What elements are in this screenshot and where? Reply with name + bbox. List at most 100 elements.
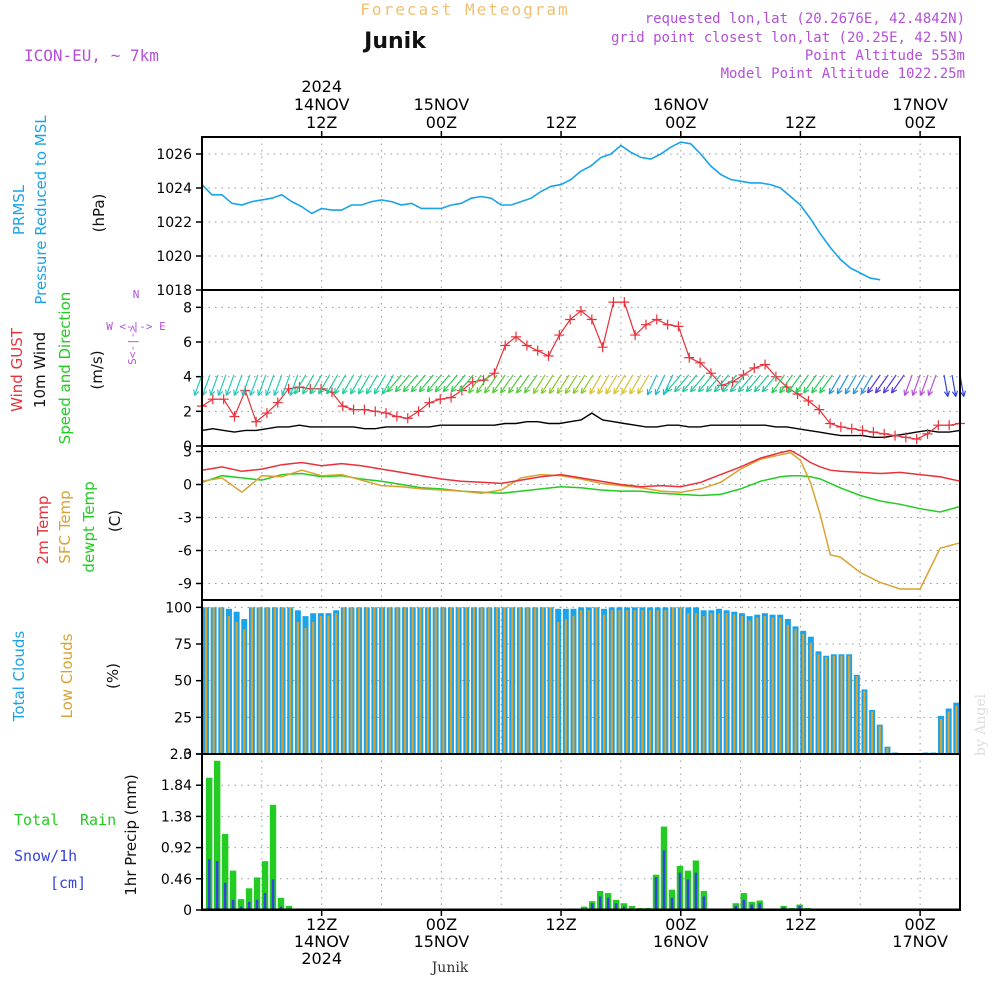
wind-arrowhead: [666, 385, 673, 393]
wind-arrowhead: [289, 389, 295, 397]
snow-bar: [215, 861, 219, 910]
y-tick-label: 1022: [156, 215, 192, 231]
bottom-time-label: 00Z: [665, 915, 696, 934]
gust-marker: [370, 406, 381, 417]
low-cloud-bar: [457, 607, 460, 754]
wind-arrow: [795, 374, 809, 394]
gust-marker: [640, 319, 651, 330]
low-cloud-bar: [809, 642, 812, 754]
wind-arrowhead: [507, 386, 515, 394]
low-cloud-bar: [878, 726, 881, 754]
wind-speed-line: [201, 412, 961, 438]
wind-arrowhead: [326, 387, 332, 395]
gust-marker: [413, 406, 424, 417]
total-clouds-label: Total Clouds: [10, 631, 28, 723]
low-cloud-bar: [840, 655, 843, 754]
wind-direction-arrows: [193, 374, 966, 397]
location-title: Junik: [362, 29, 427, 54]
bottom-time-label: 16NOV: [653, 932, 709, 951]
gust-marker: [424, 397, 435, 408]
wind-arrow: [209, 374, 219, 396]
wind-arrowhead: [572, 387, 579, 395]
wind-arrow: [318, 374, 331, 395]
wind-arrow: [524, 374, 538, 394]
wind-arrowhead: [540, 387, 547, 395]
wind-arrow: [556, 374, 570, 394]
snow-bar: [263, 893, 267, 910]
y-tick-label: 100: [165, 600, 192, 616]
low-cloud-bar: [886, 748, 889, 754]
precip-snow-label: Snow/1h: [14, 847, 77, 865]
wind-arrowhead: [386, 385, 394, 393]
gust-marker: [402, 413, 413, 424]
y-tick-label: 0: [183, 439, 192, 455]
bottom-time-label: 00Z: [904, 915, 935, 934]
low-cloud-bar: [289, 607, 292, 754]
model-label: ICON-EU, ~ 7km: [24, 46, 159, 65]
wind-arrow: [249, 374, 259, 396]
wind-arrow: [366, 374, 379, 395]
bottom-time-label: 12Z: [545, 915, 576, 934]
bottom-time-label: 00Z: [426, 915, 457, 934]
wind-arrowhead: [394, 385, 402, 393]
wind-arrow: [883, 374, 897, 394]
panel-labels: PRMSL Pressure Reduced to MSL (hPa) Wind…: [8, 115, 166, 896]
rain-bar: [253, 877, 261, 910]
gust-marker: [900, 432, 911, 443]
low-cloud-bar: [411, 607, 414, 754]
gust-marker: [835, 421, 846, 432]
wind-arrowhead: [373, 387, 380, 395]
low-cloud-bar: [388, 607, 391, 754]
gust-marker: [532, 345, 543, 356]
wind-arrowhead: [637, 387, 644, 395]
snow-bar: [694, 872, 698, 910]
precip-cm-label: [cm]: [50, 874, 86, 892]
gust-marker: [760, 359, 771, 370]
top-time-label: 12Z: [545, 113, 576, 132]
top-time-label: 16NOV: [653, 95, 709, 114]
wind-arrowhead: [867, 386, 874, 394]
wind-arrow: [468, 374, 482, 394]
low-cloud-bar: [626, 610, 629, 754]
gust-marker: [251, 416, 262, 427]
low-cloud-bar: [304, 627, 307, 754]
wind-arrow: [891, 374, 905, 394]
wind-arrowhead: [532, 387, 539, 395]
low-cloud-bar: [296, 622, 299, 754]
gust-marker: [391, 411, 402, 422]
wind-arrow: [787, 374, 801, 394]
wind-arrow: [844, 374, 857, 395]
low-cloud-bar: [848, 655, 851, 754]
low-cloud-bar: [664, 610, 667, 754]
wind-arrow: [342, 374, 355, 395]
snow-bar: [654, 877, 658, 910]
wind-arrow: [803, 374, 817, 394]
wind-arrow: [450, 374, 466, 393]
wind-arrowhead: [418, 385, 425, 393]
snow-bar: [686, 879, 690, 910]
low-cloud-bar: [817, 654, 820, 754]
temp-unit: (C): [106, 510, 124, 532]
top-time-label: 00Z: [665, 113, 696, 132]
top-time-label: 12Z: [306, 113, 337, 132]
gust-marker: [803, 395, 814, 406]
low-cloud-bar: [396, 607, 399, 754]
wind-arrow: [682, 374, 698, 393]
low-cloud-bar: [863, 690, 866, 754]
gust-marker: [218, 394, 229, 405]
gust-marker: [521, 340, 532, 351]
wind-arrowhead: [811, 386, 818, 394]
y-tick-label: 1024: [156, 181, 192, 197]
wind-arrowhead: [556, 387, 563, 395]
wind-arrow: [334, 374, 347, 395]
wind-arrow: [919, 374, 929, 396]
wind-arrow: [698, 374, 714, 393]
gust-marker: [511, 331, 522, 342]
rain-bar: [206, 777, 213, 910]
wind-arrow: [912, 374, 921, 396]
rain-bar: [245, 888, 253, 910]
wind-arrowhead: [225, 389, 232, 397]
wind-arrow: [265, 374, 275, 396]
wind-gust-label: Wind GUST: [8, 327, 26, 412]
low-cloud-bar: [495, 607, 499, 754]
